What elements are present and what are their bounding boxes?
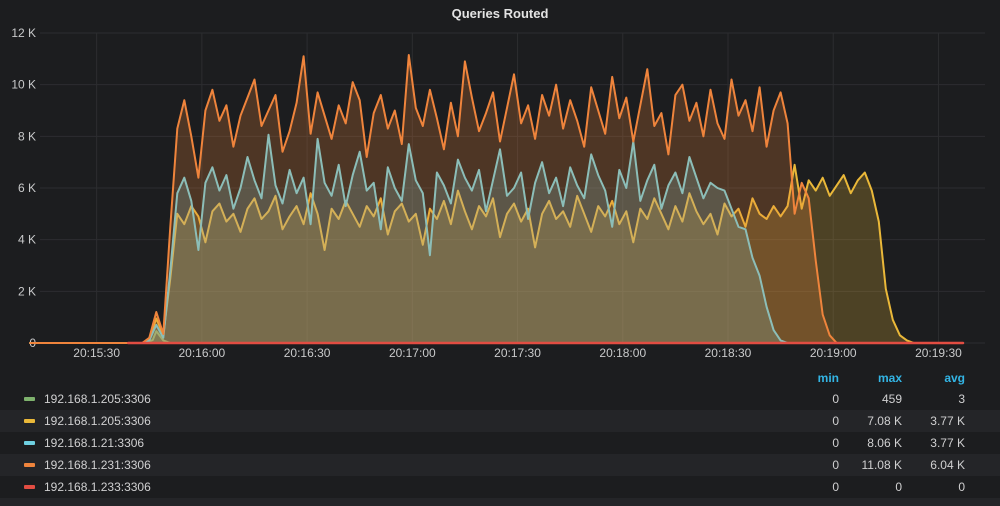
y-axis-tick-label: 2 K <box>18 284 36 298</box>
y-axis-tick-label: 10 K <box>11 78 36 92</box>
x-axis-tick-label: 20:16:00 <box>179 346 226 360</box>
legend-series-swatch[interactable] <box>24 485 35 489</box>
legend-series-name[interactable]: 192.168.1.205:3306 <box>44 414 151 428</box>
legend-header-max[interactable]: max <box>877 371 902 385</box>
x-axis-tick-label: 20:18:00 <box>599 346 646 360</box>
x-axis-tick-label: 20:16:30 <box>284 346 331 360</box>
legend-row: 192.168.1.231:3306 0 11.08 K 6.04 K <box>0 454 1000 476</box>
chart-plot-area[interactable] <box>30 33 985 343</box>
legend-min-value: 0 <box>832 436 839 450</box>
legend-series-swatch[interactable] <box>24 419 35 423</box>
legend-row: 192.168.1.21:3306 0 8.06 K 3.77 K <box>0 432 1000 454</box>
series-line-1 <box>29 163 964 344</box>
legend-min-value: 0 <box>832 458 839 472</box>
series-area-1 <box>30 164 963 343</box>
legend-max-value: 11.08 K <box>861 458 902 472</box>
legend-bottom-strip <box>0 498 1000 506</box>
legend-avg-value: 3.77 K <box>930 414 965 428</box>
legend-row: 192.168.1.205:3306 0 459 3 <box>0 388 1000 410</box>
legend-series-name[interactable]: 192.168.1.233:3306 <box>44 480 151 494</box>
legend-min-value: 0 <box>832 480 839 494</box>
legend-series-name[interactable]: 192.168.1.205:3306 <box>44 392 151 406</box>
legend-series-swatch[interactable] <box>24 397 35 401</box>
x-axis-tick-label: 20:19:30 <box>915 346 962 360</box>
legend-min-value: 0 <box>832 414 839 428</box>
x-axis-tick-label: 20:19:00 <box>810 346 857 360</box>
series-area-3 <box>30 55 963 343</box>
legend-max-value: 0 <box>895 480 902 494</box>
legend-max-value: 8.06 K <box>867 436 902 450</box>
legend-row: 192.168.1.205:3306 0 7.08 K 3.77 K <box>0 410 1000 432</box>
legend-avg-value: 6.04 K <box>930 458 965 472</box>
x-axis-tick-label: 20:17:30 <box>494 346 541 360</box>
legend-header-avg[interactable]: avg <box>944 371 965 385</box>
x-axis-tick-label: 20:18:30 <box>705 346 752 360</box>
legend-max-value: 459 <box>881 392 902 406</box>
legend-max-value: 7.08 K <box>867 414 902 428</box>
x-axis-tick-label: 20:17:00 <box>389 346 436 360</box>
legend-series-swatch[interactable] <box>24 441 35 445</box>
legend-rows: 192.168.1.205:3306 0 459 3 192.168.1.205:330… <box>0 388 1000 498</box>
legend: min max avg 192.168.1.205:3306 0 459 3 192.1… <box>0 368 1000 506</box>
legend-avg-value: 3 <box>958 392 965 406</box>
legend-avg-value: 3.77 K <box>930 436 965 450</box>
legend-series-swatch[interactable] <box>24 463 35 467</box>
legend-header-row: min max avg <box>0 368 1000 388</box>
y-axis-tick-label: 8 K <box>18 129 36 143</box>
y-axis-tick-label: 12 K <box>11 26 36 40</box>
legend-header-min[interactable]: min <box>817 371 839 385</box>
series-line-3 <box>29 54 964 344</box>
y-axis-tick-label: 6 K <box>18 181 36 195</box>
queries-routed-chart: 02 K4 K6 K8 K10 K12 K20:15:3020:16:0020:… <box>11 26 985 360</box>
panel-title[interactable]: Queries Routed <box>451 6 549 21</box>
legend-series-name[interactable]: 192.168.1.231:3306 <box>44 458 151 472</box>
y-axis-tick-label: 4 K <box>18 233 36 247</box>
series-line-2 <box>29 133 964 344</box>
legend-row: 192.168.1.233:3306 0 0 0 <box>0 476 1000 498</box>
x-axis-tick-label: 20:15:30 <box>73 346 120 360</box>
legend-min-value: 0 <box>832 392 839 406</box>
legend-avg-value: 0 <box>958 480 965 494</box>
legend-series-name[interactable]: 192.168.1.21:3306 <box>44 436 145 450</box>
